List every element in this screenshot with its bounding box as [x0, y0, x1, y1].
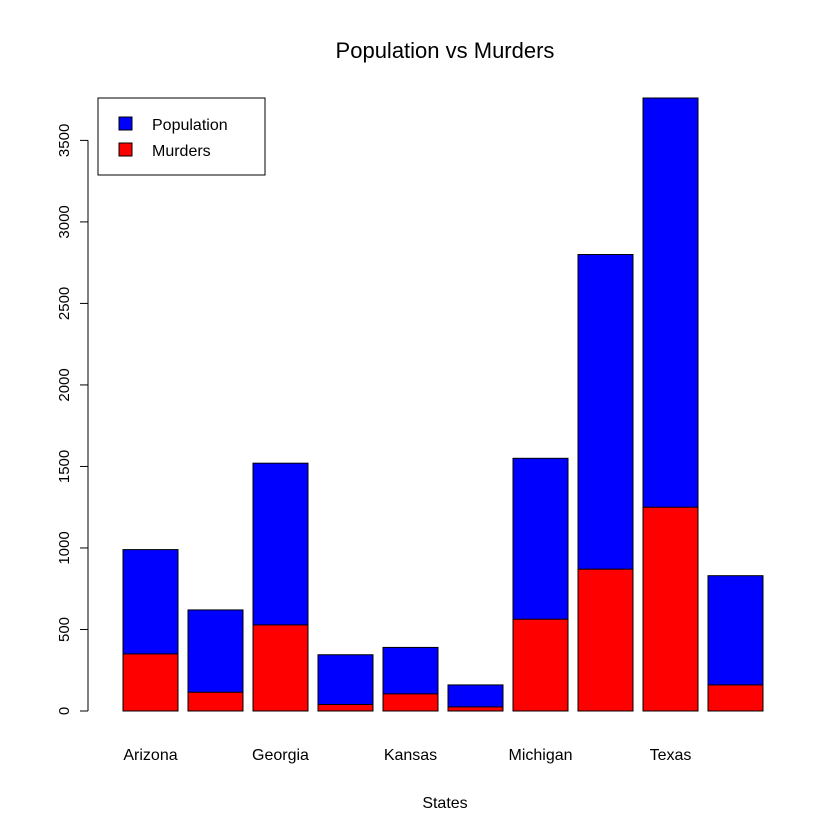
y-tick-label: 2000 [56, 368, 73, 401]
legend-box [97, 97, 266, 176]
y-tick-label: 2500 [56, 287, 73, 320]
bar-murders-8 [642, 506, 699, 712]
y-tick-label: 3500 [56, 124, 73, 157]
legend-swatch-population [118, 116, 133, 131]
bar-murders-1 [187, 691, 244, 712]
y-tick-label: 1500 [56, 450, 73, 483]
bar-population-3 [317, 654, 374, 712]
y-tick-label: 1000 [56, 531, 73, 564]
x-axis-label: States [422, 795, 467, 812]
x-tick-label: Kansas [384, 747, 437, 764]
x-tick-label: Georgia [252, 747, 309, 764]
bar-murders-3 [317, 703, 374, 712]
y-tick-label: 500 [56, 617, 73, 642]
chart-title: Population vs Murders [336, 38, 555, 63]
bar-murders-5 [447, 706, 504, 712]
y-tick-label: 3000 [56, 205, 73, 238]
bar-murders-7 [577, 568, 634, 712]
bar-murders-0 [122, 653, 179, 712]
bar-murders-2 [252, 624, 309, 712]
bars [122, 97, 764, 712]
bar-murders-9 [707, 684, 764, 712]
bar-murders-6 [512, 618, 569, 712]
legend-label-murders: Murders [152, 143, 211, 160]
x-tick-label: Arizona [123, 747, 177, 764]
y-axis: 0 500 1000 1500 2000 2500 3000 3500 [56, 124, 89, 715]
bar-murders-4 [382, 693, 439, 712]
x-tick-label: Michigan [508, 747, 572, 764]
x-tick-labels: Arizona Georgia Kansas Michigan Texas [123, 747, 691, 764]
y-tick-label: 0 [56, 707, 73, 715]
legend: Population Murders [97, 97, 266, 176]
legend-label-population: Population [152, 117, 228, 134]
legend-swatch-murders [118, 142, 133, 157]
x-tick-label: Texas [650, 747, 692, 764]
